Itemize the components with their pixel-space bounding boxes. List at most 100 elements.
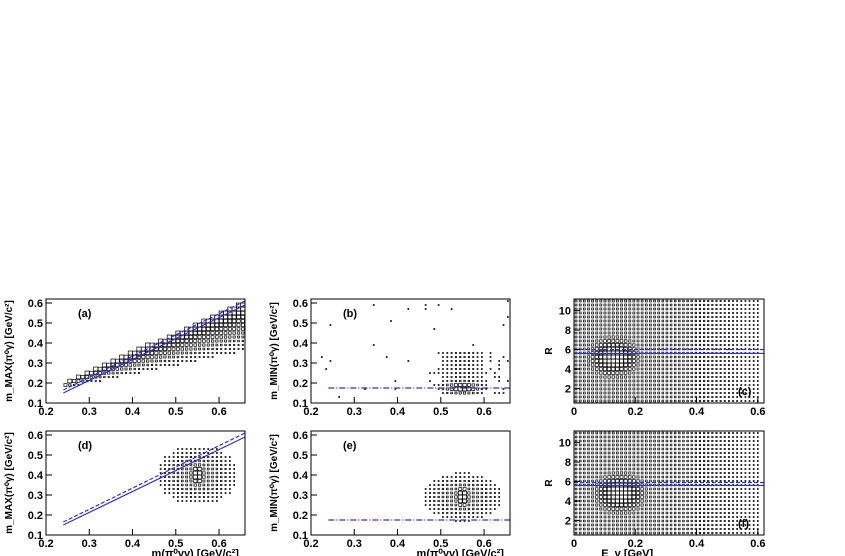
density-cell [748,448,751,450]
density-cell [661,331,665,335]
density-cell [723,492,726,494]
density-cell [582,367,586,371]
density-cell [595,335,599,339]
y-tick-label: 10 [559,306,571,318]
density-cell [628,395,632,399]
density-cell [703,515,706,519]
density-cell [611,315,615,319]
density-cell [607,371,611,375]
density-cell [595,523,599,527]
density-cell [752,336,755,338]
density-cell [665,507,669,511]
density-cell [172,475,175,479]
density-cell [615,399,619,403]
density-cell [707,531,710,535]
density-cell [619,494,624,500]
density-cell [232,323,237,327]
density-cell [433,512,436,514]
density-cell [644,527,648,531]
density-cell [628,431,632,435]
density-cell [707,471,710,475]
density-cell [494,372,496,374]
density-cell [627,359,632,363]
density-cell [644,475,648,479]
density-cell [578,331,582,335]
density-cell [325,368,327,370]
density-cell [698,331,702,335]
density-cell [232,335,236,339]
density-cell [678,443,681,447]
density-cell [582,391,586,395]
density-cell [154,355,159,359]
density-cell [236,314,241,320]
density-cell [598,358,603,364]
density-cell [690,463,693,467]
density-cell [218,318,224,324]
density-cell [740,520,743,522]
density-cell [603,391,607,395]
density-cell [661,431,665,435]
density-cell [574,471,578,475]
density-cell [711,459,714,463]
density-cell [678,495,681,499]
density-cell [241,327,245,331]
density-cell [591,459,594,463]
y-tick-label: 0.1 [28,398,43,410]
density-cell [574,311,578,315]
density-cell [84,370,90,376]
density-cell [220,479,223,483]
density-cell [442,516,444,518]
density-cell [744,320,747,322]
density-cell [583,519,586,523]
density-cell [615,475,620,479]
density-cell [694,467,697,471]
density-cell [686,307,689,311]
density-cell [574,531,578,535]
density-cell [599,327,603,331]
y-tick-label: 0.2 [293,378,308,390]
density-cell [624,327,628,331]
density-cell [665,531,669,535]
density-cell [207,459,210,463]
density-cell [665,523,669,527]
density-cell [72,379,77,383]
density-cell [446,507,449,511]
density-cell [437,499,440,503]
density-cell [93,366,99,372]
density-cell [458,487,463,491]
density-cell [472,376,475,378]
density-cell [433,492,436,494]
density-cell [611,435,615,439]
density-cell [740,376,743,378]
density-cell [68,383,72,387]
density-cell [682,507,685,511]
density-cell [690,355,693,359]
y-tick-label: 0.1 [293,398,308,410]
density-cell [669,311,673,315]
density-cell [627,490,633,496]
density-cell [715,340,718,342]
density-cell [744,464,747,466]
density-cell [224,343,227,347]
density-cell [727,360,730,362]
density-cell [752,496,755,498]
density-cell [686,511,689,515]
density-cell [236,319,241,323]
density-cell [711,519,714,523]
density-cell [632,339,636,343]
density-cell [698,343,702,347]
density-cell [603,319,607,323]
density-cell [740,444,743,446]
density-cell [756,512,759,514]
density-cell [167,355,171,359]
density-cell [653,431,656,435]
plot-frame [310,298,511,404]
density-cell [665,463,669,467]
density-cell [698,311,702,315]
density-cell [682,375,685,379]
density-cell [678,307,681,311]
density-cell [111,371,115,375]
density-cell [603,307,607,311]
density-cell [620,391,623,395]
